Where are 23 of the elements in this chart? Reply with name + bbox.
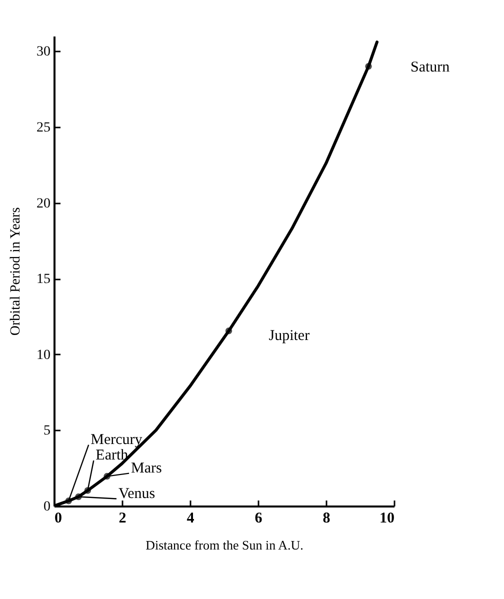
annotation: Mars: [131, 460, 162, 476]
point: [365, 62, 372, 70]
y-tick-label: 30: [36, 44, 50, 60]
annotation: Saturn: [410, 59, 450, 76]
x-tick-label: 4: [186, 510, 195, 526]
annotation: Mercury: [90, 432, 143, 448]
y-axis-title: Orbital Period in Years: [8, 207, 24, 336]
x-tick-label: 6: [254, 510, 263, 526]
y-tick-label: 10: [36, 348, 50, 363]
point: [225, 328, 232, 334]
y-tick-label: 25: [36, 120, 50, 136]
y-tick-label: 15: [36, 272, 50, 288]
y-tick-label: 20: [36, 196, 50, 212]
x-axis-title: Distance from the Sun in A.U.: [146, 538, 304, 552]
x-tick-label: 10: [380, 510, 394, 526]
annotation: Jupiter: [268, 328, 310, 344]
y-tick-label: 5: [44, 424, 50, 439]
x-tick-label: 2: [118, 510, 126, 526]
x-tick-label: 8: [322, 510, 330, 526]
annotation: Earth: [96, 448, 129, 464]
annotation: Venus: [118, 486, 156, 502]
x-tick-label: 0: [54, 510, 62, 526]
y-tick-label: 0: [44, 500, 50, 514]
